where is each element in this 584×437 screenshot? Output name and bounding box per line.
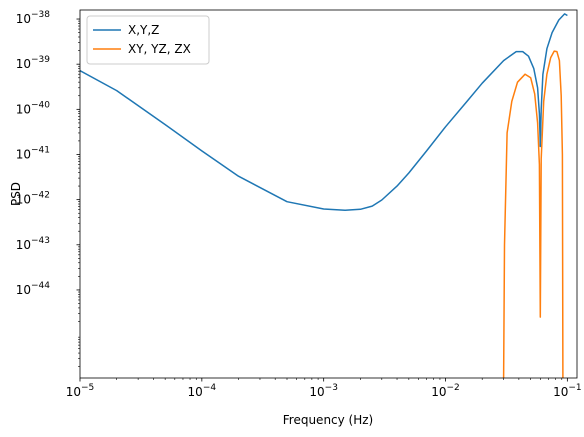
legend-label-xyz: X,Y,Z xyxy=(128,23,159,37)
plot-frame xyxy=(79,9,578,379)
series-line-xyz xyxy=(80,13,568,212)
series-layer xyxy=(80,13,568,378)
legend-label-cross: XY, YZ, ZX xyxy=(128,42,191,56)
legend-box xyxy=(86,15,210,65)
legend: X,Y,Z XY, YZ, ZX xyxy=(86,15,210,65)
y-axis-label: PSD xyxy=(9,182,23,206)
series-line-cross xyxy=(502,50,564,378)
x-axis-label: Frequency (Hz) xyxy=(283,413,374,427)
